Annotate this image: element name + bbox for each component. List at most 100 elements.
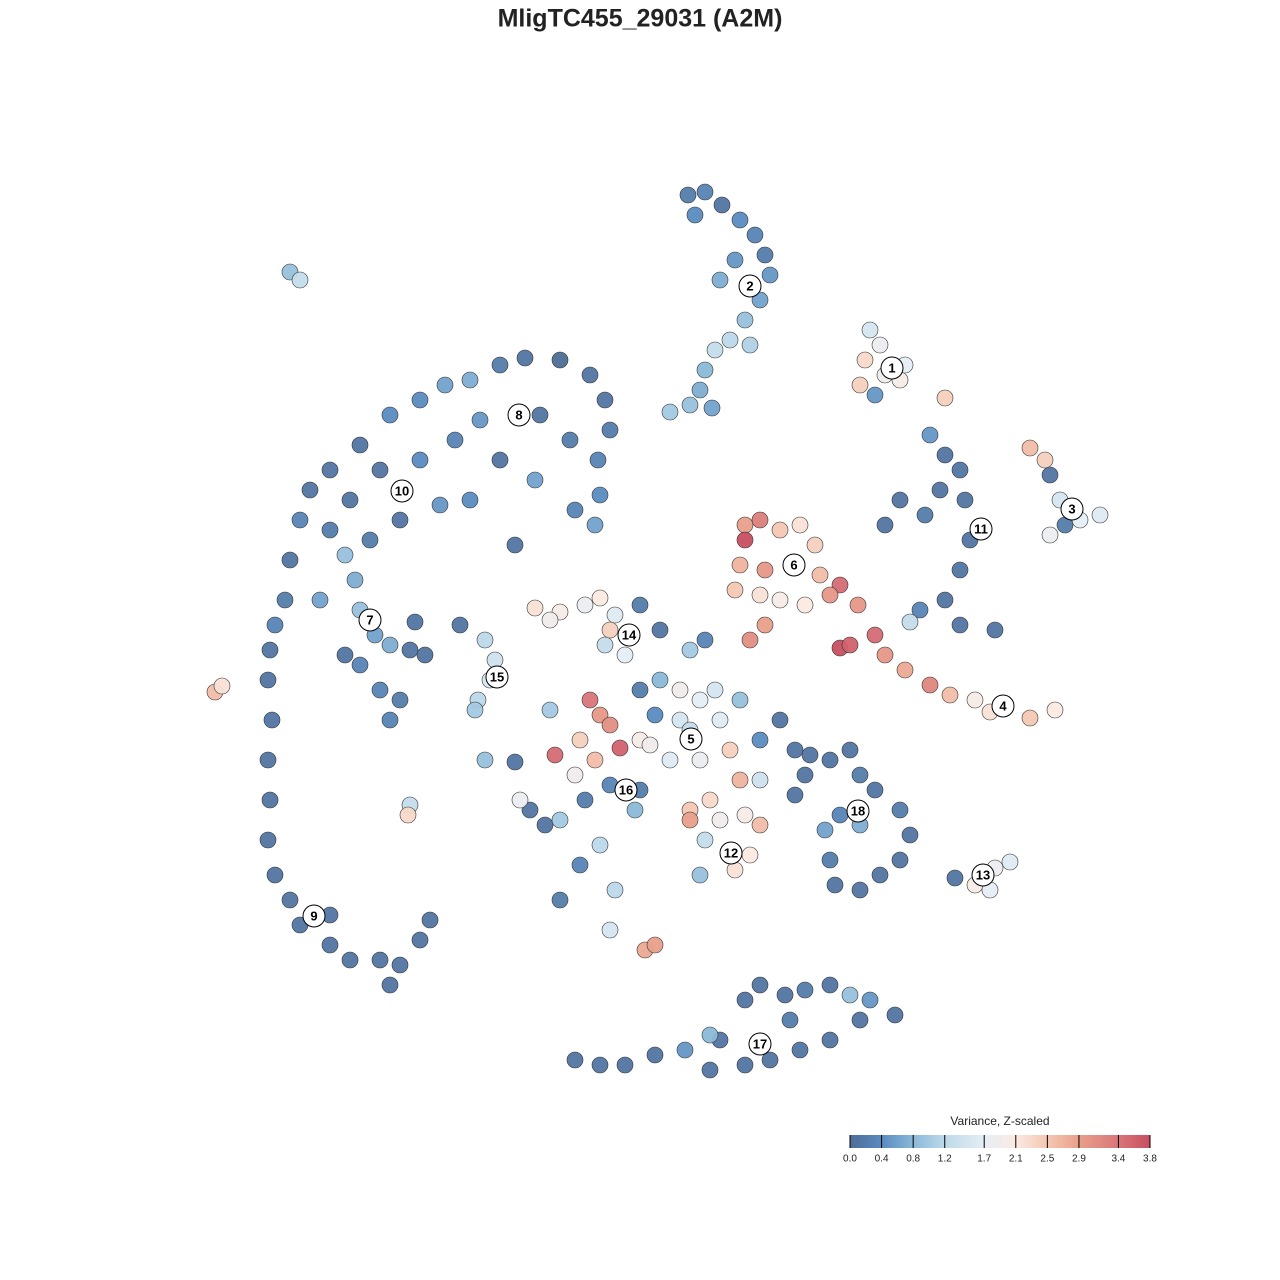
point (566, 1051, 584, 1069)
point (816, 821, 834, 839)
point (849, 596, 867, 614)
point (851, 376, 869, 394)
point (701, 791, 719, 809)
point (351, 656, 369, 674)
cluster-label: 16 (614, 778, 638, 802)
point (726, 581, 744, 599)
point (1036, 451, 1054, 469)
point (861, 321, 879, 339)
point (871, 336, 889, 354)
point (876, 646, 894, 664)
point (521, 801, 539, 819)
colorbar-tick-label: 3.8 (1143, 1154, 1157, 1165)
point (471, 411, 489, 429)
point (361, 531, 379, 549)
cluster-label-bg (507, 403, 531, 427)
point (601, 621, 619, 639)
cluster-label-text: 4 (999, 698, 1007, 713)
point (876, 516, 894, 534)
cluster-label: 3 (1060, 497, 1084, 521)
point (851, 1011, 869, 1029)
point (566, 766, 584, 784)
point (866, 781, 884, 799)
point (841, 636, 859, 654)
point (751, 586, 769, 604)
point (259, 831, 277, 849)
point (921, 676, 939, 694)
point (796, 596, 814, 614)
cluster-label-text: 8 (515, 407, 522, 422)
point (311, 591, 329, 609)
point (321, 461, 339, 479)
chart-title: MligTC455_29031 (A2M) (498, 5, 783, 33)
point (936, 591, 954, 609)
point (213, 677, 231, 695)
colorbar-title: Variance, Z-scaled (950, 1114, 1049, 1128)
point (891, 801, 909, 819)
cluster-label: 4 (991, 694, 1015, 718)
cluster-label-bg (719, 841, 743, 865)
point (371, 951, 389, 969)
point (259, 751, 277, 769)
point (751, 976, 769, 994)
point (821, 976, 839, 994)
colorbar-tick-label: 0.0 (843, 1154, 857, 1165)
cluster-label-text: 13 (976, 867, 990, 882)
point (606, 606, 624, 624)
point (756, 616, 774, 634)
point (476, 631, 494, 649)
cluster-label-bg (969, 517, 993, 541)
point (551, 891, 569, 909)
point (1041, 466, 1059, 484)
point (616, 1056, 634, 1074)
point (1021, 709, 1039, 727)
point (721, 331, 739, 349)
cluster-label: 6 (782, 553, 806, 577)
point (691, 751, 709, 769)
point (606, 881, 624, 899)
cluster-label-bg (880, 356, 904, 380)
point (431, 496, 449, 514)
point (351, 436, 369, 454)
point (291, 271, 309, 289)
point (821, 1031, 839, 1049)
cluster-label-bg (1060, 497, 1084, 521)
point (536, 816, 554, 834)
point (701, 1061, 719, 1079)
cluster-label: 8 (507, 403, 531, 427)
point (811, 566, 829, 584)
point (651, 621, 669, 639)
point (761, 1051, 779, 1069)
cluster-label-bg (358, 608, 382, 632)
point (776, 986, 794, 1004)
point (711, 711, 729, 729)
point (646, 936, 664, 954)
point (1091, 506, 1109, 524)
point (411, 451, 429, 469)
cluster-label-text: 7 (366, 612, 373, 627)
cluster-label-bg (302, 904, 326, 928)
point (731, 691, 749, 709)
cluster-label-bg (679, 727, 703, 751)
point (541, 611, 559, 629)
point (591, 836, 609, 854)
point (416, 646, 434, 664)
point (646, 1046, 664, 1064)
point (551, 811, 569, 829)
point (261, 791, 279, 809)
point (671, 711, 689, 729)
point (831, 576, 849, 594)
point (571, 856, 589, 874)
point (741, 336, 759, 354)
point (781, 1011, 799, 1029)
point (791, 516, 809, 534)
point (751, 731, 769, 749)
point (266, 866, 284, 884)
point (706, 341, 724, 359)
point (516, 349, 534, 367)
colorbar-tick-label: 2.9 (1072, 1154, 1086, 1165)
cluster-label: 12 (719, 841, 743, 865)
point (381, 711, 399, 729)
point (951, 561, 969, 579)
point (851, 766, 869, 784)
